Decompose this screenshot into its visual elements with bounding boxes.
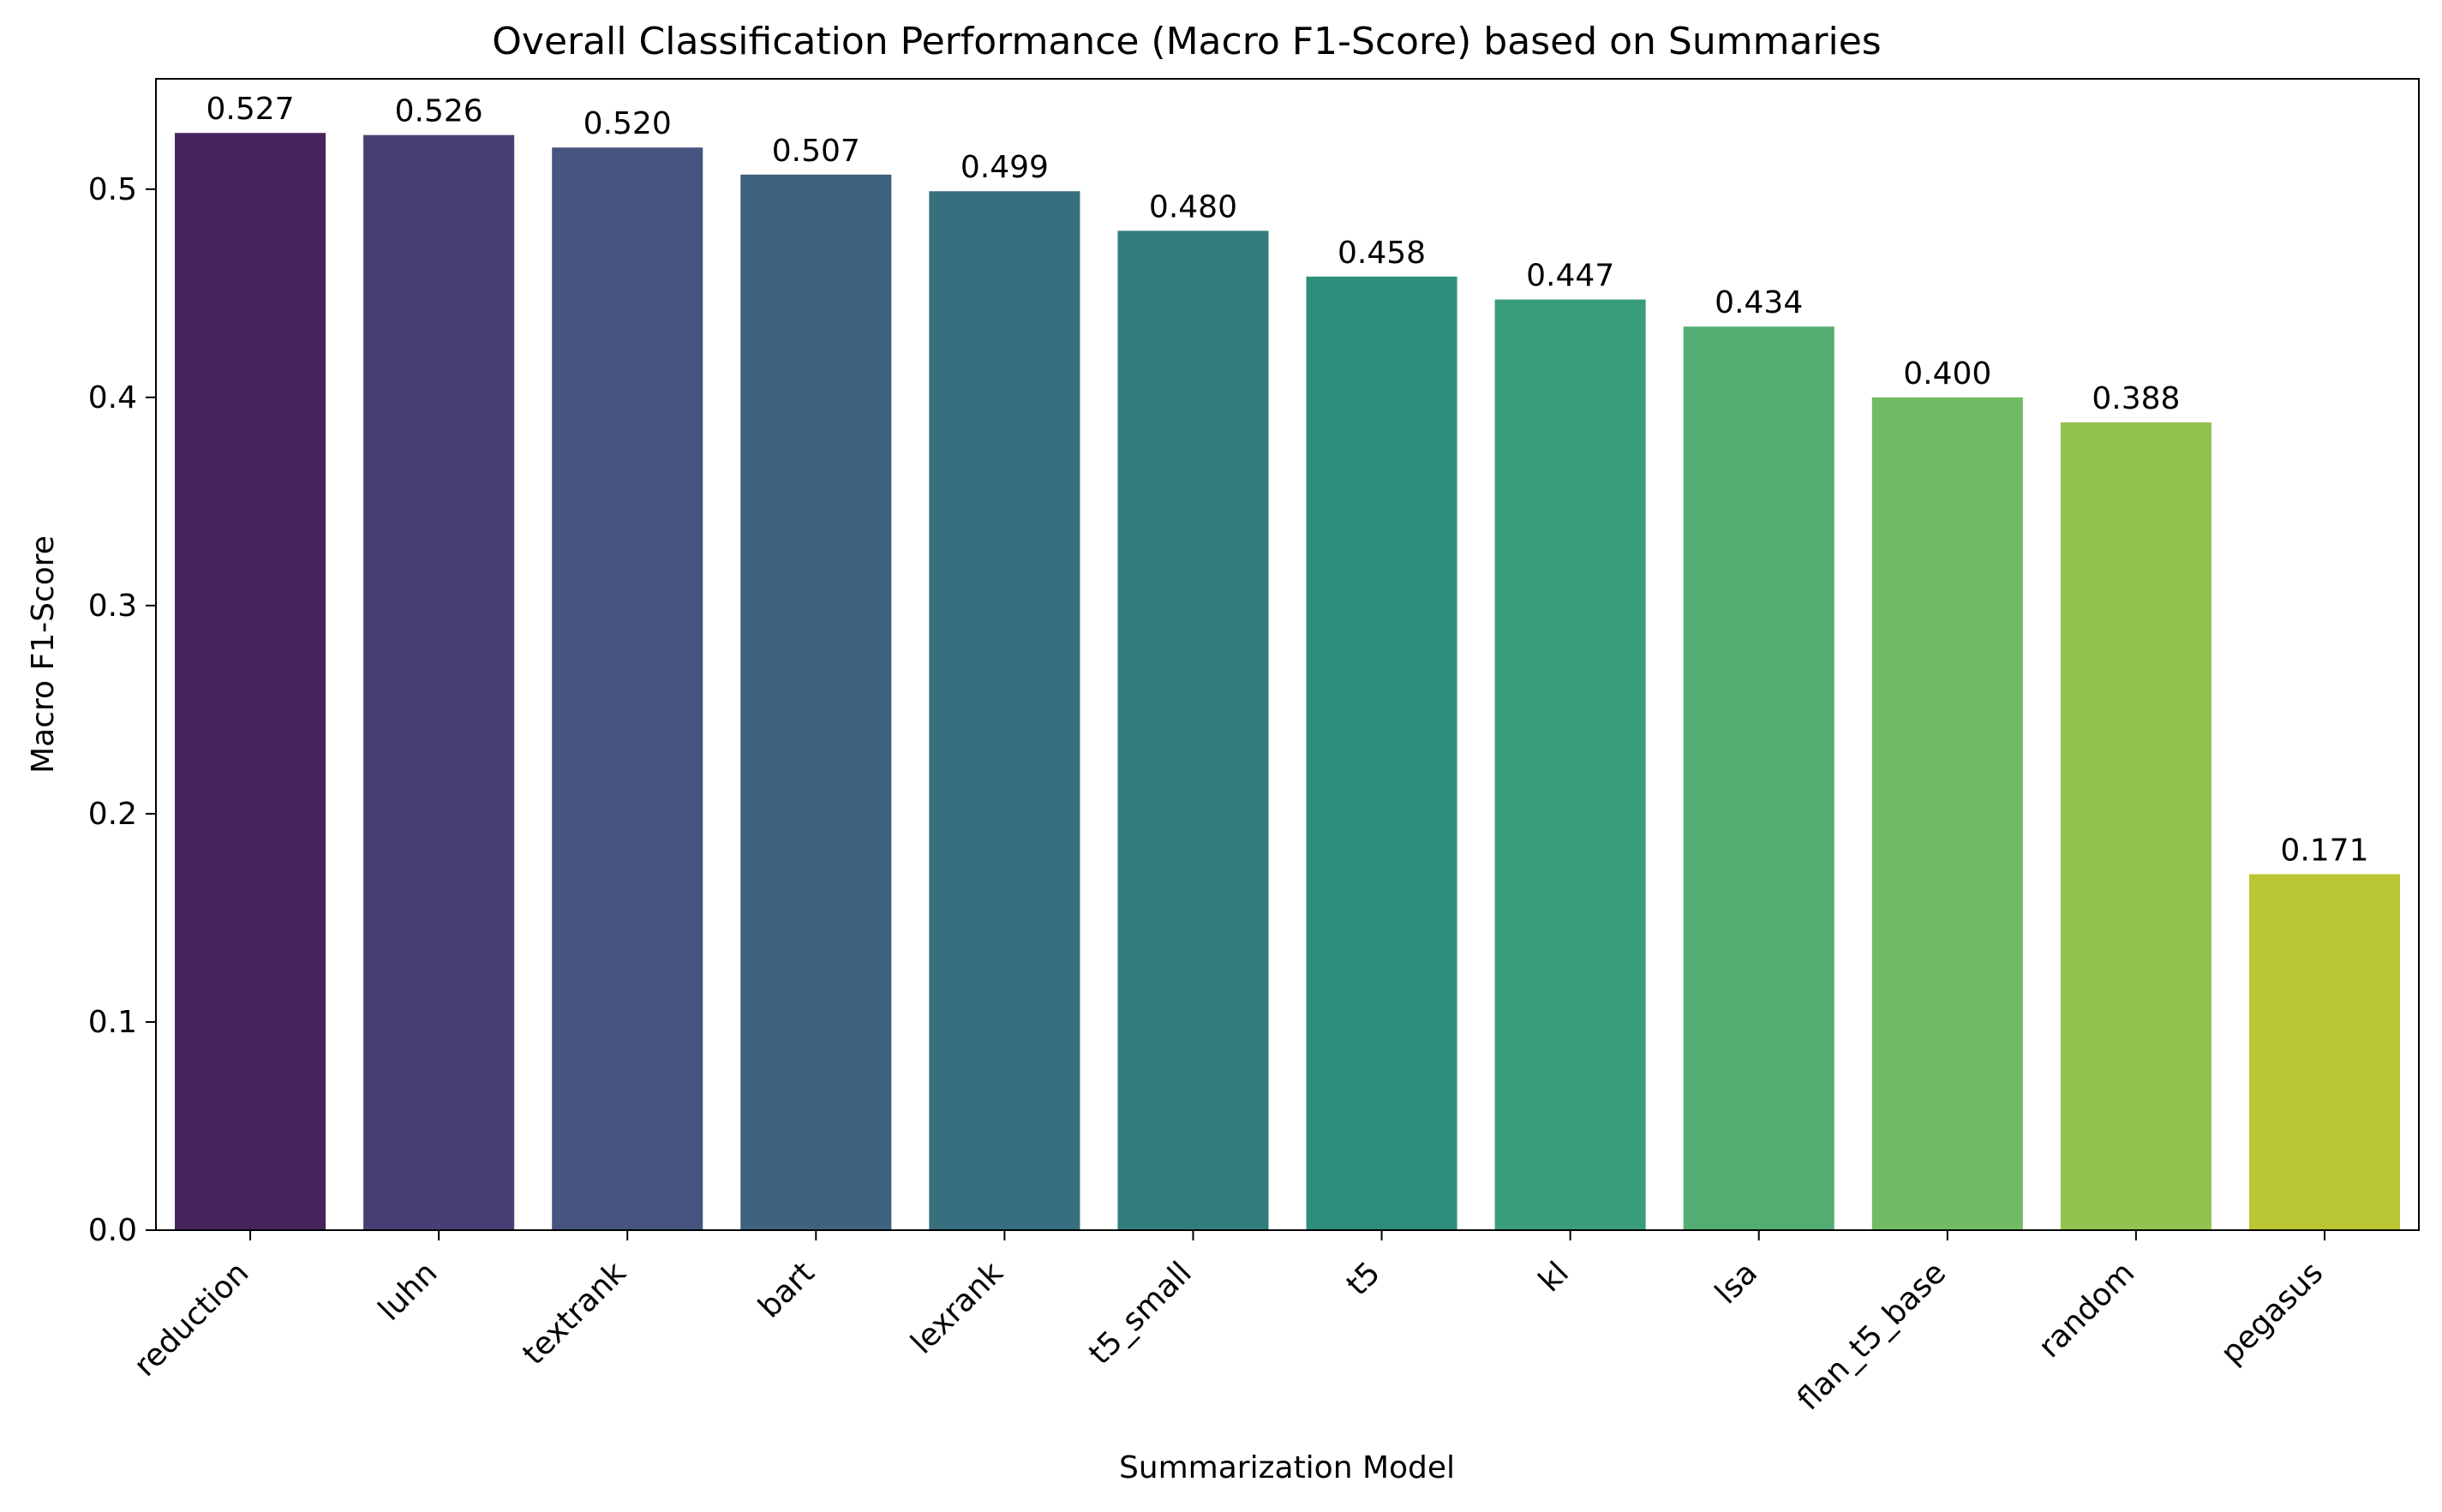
data-label-reduction: 0.527 bbox=[206, 92, 295, 127]
data-label-t5: 0.458 bbox=[1338, 236, 1426, 271]
x-tick-label-kl: kl bbox=[1532, 1255, 1576, 1299]
bars-layer: 0.527 0.526 0.520 0.507 0.499 0.480 0.458 0.447… bbox=[175, 92, 2400, 1231]
bar-luhn bbox=[363, 134, 515, 1231]
bar-reduction bbox=[175, 133, 326, 1230]
data-label-lexrank: 0.499 bbox=[961, 150, 1049, 185]
x-tick-label-pegasus: pegasus bbox=[2214, 1255, 2330, 1371]
bar-lexrank bbox=[929, 191, 1080, 1231]
x-tick-label-t5: t5 bbox=[1340, 1255, 1387, 1302]
bar-bart bbox=[740, 174, 892, 1230]
bar-pegasus bbox=[2248, 874, 2400, 1230]
x-axis-label: Summarization Model bbox=[1119, 1450, 1455, 1485]
y-tick-label-0.3: 0.3 bbox=[88, 589, 137, 624]
bar-lsa bbox=[1683, 326, 1834, 1230]
data-label-luhn: 0.526 bbox=[395, 94, 483, 129]
x-tick-label-textrank: textrank bbox=[516, 1255, 632, 1372]
data-label-flan_t5_base: 0.400 bbox=[1903, 356, 1991, 391]
y-tick-label-0.2: 0.2 bbox=[88, 797, 137, 832]
data-label-random: 0.388 bbox=[2092, 381, 2180, 416]
data-label-kl: 0.447 bbox=[1526, 259, 1614, 294]
chart-title: Overall Classification Performance (Macr… bbox=[492, 20, 1881, 63]
bar-random bbox=[2060, 422, 2212, 1230]
x-tick-label-reduction: reduction bbox=[128, 1255, 256, 1384]
bar-t5 bbox=[1306, 276, 1457, 1230]
y-tick-label-0.1: 0.1 bbox=[88, 1005, 137, 1040]
x-tick-label-lsa: lsa bbox=[1709, 1255, 1764, 1311]
plot-frame bbox=[155, 78, 2420, 1231]
x-tick-label-random: random bbox=[2032, 1255, 2142, 1365]
x-tick-label-flan_t5_base: flan_t5_base bbox=[1791, 1255, 1953, 1417]
data-label-bart: 0.507 bbox=[772, 134, 860, 169]
data-label-t5_small: 0.480 bbox=[1149, 189, 1237, 224]
data-label-lsa: 0.434 bbox=[1715, 285, 1803, 320]
bar-kl bbox=[1494, 299, 1646, 1230]
data-label-textrank: 0.520 bbox=[584, 106, 672, 141]
y-axis-label: Macro F1-Score bbox=[26, 535, 61, 774]
x-tick-label-lexrank: lexrank bbox=[904, 1255, 1009, 1360]
bar-textrank bbox=[552, 147, 703, 1231]
x-tick-label-t5_small: t5_small bbox=[1082, 1255, 1199, 1372]
x-tick-label-bart: bart bbox=[751, 1255, 821, 1324]
bar-flan_t5_base bbox=[1871, 397, 2023, 1230]
y-tick-label-0.0: 0.0 bbox=[88, 1213, 137, 1248]
y-tick-label-0.5: 0.5 bbox=[88, 172, 137, 207]
y-tick-label-0.4: 0.4 bbox=[88, 380, 137, 415]
x-tick-label-luhn: luhn bbox=[372, 1255, 444, 1327]
data-label-pegasus: 0.171 bbox=[2280, 833, 2368, 868]
bar-t5_small bbox=[1117, 230, 1269, 1230]
